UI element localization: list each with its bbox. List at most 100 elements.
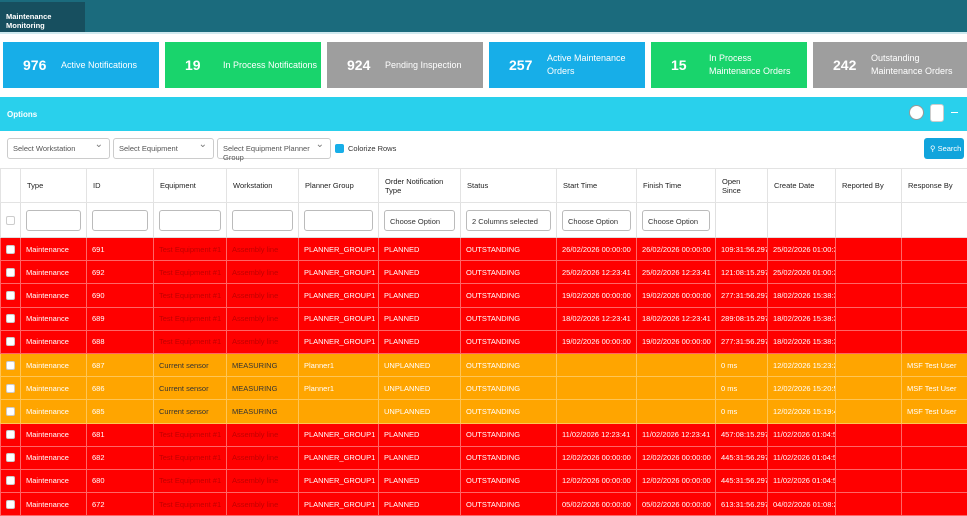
column-filter[interactable]: [304, 210, 373, 231]
options-title: Options: [7, 110, 37, 119]
row-checkbox[interactable]: [6, 407, 15, 416]
filter-cell: [299, 203, 379, 238]
cell: OUTSTANDING: [461, 284, 557, 307]
stat-card[interactable]: 924Pending Inspection: [327, 42, 483, 88]
table-row[interactable]: Maintenance682Test Equipment #1Assembly …: [1, 446, 967, 469]
cell: [1, 284, 21, 307]
export-icon[interactable]: [909, 105, 924, 120]
collapse-icon[interactable]: [951, 112, 958, 113]
row-checkbox[interactable]: [6, 384, 15, 393]
stat-card[interactable]: 976Active Notifications: [3, 42, 159, 88]
cell: Maintenance: [21, 377, 87, 400]
cell: Planner1: [299, 353, 379, 376]
table-row[interactable]: Maintenance689Test Equipment #1Assembly …: [1, 307, 967, 330]
filter-cell: [768, 203, 836, 238]
menu-icon[interactable]: [930, 104, 944, 122]
cell: Assembly line: [227, 261, 299, 284]
cell: 109:31:56.297: [716, 238, 768, 261]
row-checkbox[interactable]: [6, 476, 15, 485]
select[interactable]: Select Equipment Planner Group: [217, 138, 331, 159]
cell: [1, 203, 21, 238]
cell: 121:08:15.297: [716, 261, 768, 284]
row-checkbox[interactable]: [6, 430, 15, 439]
cell: PLANNED: [379, 307, 461, 330]
cell: 25/02/2026 01:00:34: [768, 238, 836, 261]
filter-cell: Choose Option: [557, 203, 637, 238]
filter-cell: [836, 203, 902, 238]
cell: OUTSTANDING: [461, 353, 557, 376]
row-checkbox[interactable]: [6, 361, 15, 370]
table-row[interactable]: Maintenance691Test Equipment #1Assembly …: [1, 238, 967, 261]
select-all-checkbox[interactable]: [6, 216, 15, 225]
stat-count: 242: [813, 57, 871, 73]
cell: [836, 307, 902, 330]
column-filter[interactable]: [26, 210, 81, 231]
cell: 692: [87, 261, 154, 284]
tab[interactable]: Maintenance Monitoring: [0, 2, 85, 32]
stat-card[interactable]: 257Active Maintenance Orders: [489, 42, 645, 88]
filter-cell: [154, 203, 227, 238]
row-checkbox[interactable]: [6, 245, 15, 254]
cell: Test Equipment #1: [154, 446, 227, 469]
filter-cell: Choose Option: [637, 203, 716, 238]
table-row[interactable]: Maintenance681Test Equipment #1Assembly …: [1, 423, 967, 446]
cell: 680: [87, 469, 154, 492]
row-checkbox[interactable]: [6, 337, 15, 346]
table-row[interactable]: Maintenance692Test Equipment #1Assembly …: [1, 261, 967, 284]
cell: [902, 423, 967, 446]
cell: 04/02/2026 01:08:26: [768, 493, 836, 516]
stat-card[interactable]: 19In Process Notifications: [165, 42, 321, 88]
table-row[interactable]: Maintenance686Current sensorMEASURINGPla…: [1, 377, 967, 400]
column-filter[interactable]: Choose Option: [384, 210, 455, 231]
table-row[interactable]: Maintenance690Test Equipment #1Assembly …: [1, 284, 967, 307]
cell: Test Equipment #1: [154, 330, 227, 353]
cell: Maintenance: [21, 469, 87, 492]
cell: Current sensor: [154, 377, 227, 400]
row-checkbox[interactable]: [6, 291, 15, 300]
table-row[interactable]: Maintenance685Current sensorMEASURINGUNP…: [1, 400, 967, 423]
search-button[interactable]: ⚲ Search: [924, 138, 964, 159]
column-filter[interactable]: 2 Columns selected: [466, 210, 551, 231]
checkbox-label: Colorize Rows: [348, 144, 396, 153]
stat-card[interactable]: 242Outstanding Maintenance Orders: [813, 42, 967, 88]
table-row[interactable]: Maintenance680Test Equipment #1Assembly …: [1, 469, 967, 492]
column-header: Finish Time: [637, 169, 716, 203]
table-row[interactable]: Maintenance688Test Equipment #1Assembly …: [1, 330, 967, 353]
column-filter[interactable]: [232, 210, 293, 231]
select[interactable]: Select Workstation: [7, 138, 110, 159]
cell: Maintenance: [21, 400, 87, 423]
cell: [557, 400, 637, 423]
cell: MSF Test User: [902, 377, 967, 400]
filter-cell: [716, 203, 768, 238]
column-filter[interactable]: [159, 210, 221, 231]
cell: [902, 261, 967, 284]
cell: OUTSTANDING: [461, 400, 557, 423]
column-filter[interactable]: [92, 210, 148, 231]
cell: OUTSTANDING: [461, 493, 557, 516]
row-checkbox[interactable]: [6, 314, 15, 323]
row-checkbox[interactable]: [6, 500, 15, 509]
cell: Assembly line: [227, 284, 299, 307]
filter-row: Choose Option 2 Columns selected Choose Op…: [1, 203, 967, 238]
cell: 12/02/2026 00:00:00: [557, 469, 637, 492]
row-checkbox[interactable]: [6, 268, 15, 277]
cell: PLANNED: [379, 423, 461, 446]
cell: 18/02/2026 12:23:41: [557, 307, 637, 330]
filter-cell: [87, 203, 154, 238]
cell: [1, 330, 21, 353]
row-checkbox[interactable]: [6, 453, 15, 462]
table-row[interactable]: Maintenance672Test Equipment #1Assembly …: [1, 493, 967, 516]
cell: PLANNER_GROUP1: [299, 261, 379, 284]
stat-card[interactable]: 15In Process Maintenance Orders: [651, 42, 807, 88]
column-filter[interactable]: Choose Option: [562, 210, 631, 231]
filter-cell: [21, 203, 87, 238]
select[interactable]: Select Equipment: [113, 138, 214, 159]
table-row[interactable]: Maintenance687Current sensorMEASURINGPla…: [1, 353, 967, 376]
cell: UNPLANNED: [379, 377, 461, 400]
cell: 26/02/2026 00:00:00: [557, 238, 637, 261]
column-filter[interactable]: Choose Option: [642, 210, 710, 231]
checkbox[interactable]: [335, 144, 344, 153]
cell: OUTSTANDING: [461, 469, 557, 492]
filter-text: Choose Option: [390, 217, 440, 226]
stat-label: Outstanding Maintenance Orders: [871, 52, 967, 78]
